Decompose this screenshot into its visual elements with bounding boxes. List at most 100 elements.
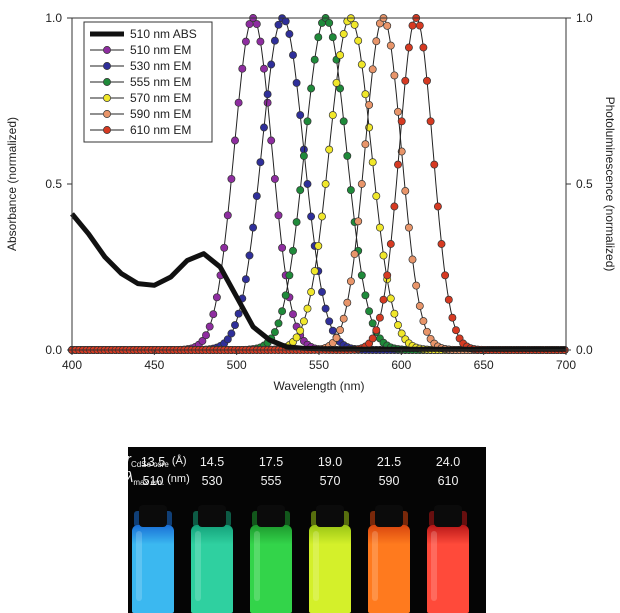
x-tick-label: 500 — [227, 358, 247, 372]
emission-point — [231, 321, 239, 330]
emission-point — [296, 326, 305, 335]
vial-wavelength-label: 570 — [319, 474, 341, 488]
emission-point — [448, 313, 457, 322]
emission-point — [343, 151, 352, 160]
emission-point — [423, 327, 431, 336]
radius-row-label: rCdSe core (Å) — [128, 452, 187, 470]
emission-point — [401, 187, 410, 195]
vial-cap — [434, 505, 462, 527]
emission-point — [274, 20, 283, 29]
emission-point — [292, 333, 301, 342]
vial-wavelength-label: 530 — [201, 474, 223, 488]
legend-swatch — [103, 126, 111, 134]
emission-point — [270, 328, 279, 337]
emission-point — [227, 329, 236, 338]
vial — [366, 505, 412, 613]
emission-point — [267, 136, 276, 145]
emission-point — [252, 192, 261, 201]
emission-point — [278, 307, 287, 316]
emission-point — [220, 243, 229, 252]
emission-point — [325, 18, 334, 27]
vial-glow — [309, 525, 351, 613]
legend-label: 555 nm EM — [130, 75, 191, 89]
emission-point — [260, 64, 268, 73]
emission-point — [270, 174, 279, 183]
emission-point — [270, 36, 279, 45]
emission-point — [292, 78, 301, 87]
emission-point — [372, 326, 381, 335]
vial-glow — [191, 525, 233, 613]
emission-point — [278, 243, 287, 252]
emission-point — [303, 304, 312, 313]
vial-glare — [254, 531, 260, 601]
legend-label: 590 nm EM — [130, 107, 191, 121]
vial-radius-label: 24.0 — [435, 455, 461, 469]
legend-label: 510 nm ABS — [130, 27, 197, 41]
emission-point — [368, 158, 377, 167]
emission-point — [198, 337, 207, 345]
emission-point — [285, 271, 294, 280]
emission-point — [357, 180, 366, 188]
emission-point — [361, 90, 370, 99]
emission-point — [303, 117, 312, 126]
emission-point — [303, 180, 312, 188]
emission-point — [433, 202, 442, 211]
vial-glow — [132, 525, 174, 613]
legend-swatch — [103, 78, 111, 86]
vial-radius-label: 21.5 — [376, 455, 402, 469]
emission-point — [328, 326, 337, 335]
emission-point — [223, 335, 232, 344]
vial — [248, 505, 294, 613]
emission-point — [390, 309, 399, 318]
emission-point — [307, 84, 316, 93]
legend-label: 510 nm EM — [130, 43, 191, 57]
emission-point — [231, 136, 239, 145]
emission-point — [354, 217, 363, 226]
emission-point — [368, 334, 377, 343]
y-axis-title-left: Absorbance (normalized) — [5, 117, 19, 251]
emission-point — [263, 98, 272, 107]
x-tick-label: 400 — [62, 358, 82, 372]
emission-point — [325, 145, 334, 154]
emission-point — [234, 98, 243, 107]
vial-cap — [198, 505, 226, 527]
emission-point — [343, 298, 352, 307]
emission-point — [375, 223, 384, 232]
emission-point — [285, 30, 294, 38]
emission-point — [408, 255, 417, 264]
y-tick-label-right: 1.0 — [576, 11, 593, 25]
emission-point — [390, 202, 399, 211]
x-tick-label: 550 — [309, 358, 329, 372]
emission-point — [386, 240, 395, 248]
emission-point — [299, 151, 308, 160]
emission-point — [289, 51, 297, 60]
x-tick-label: 700 — [556, 358, 576, 372]
emission-point — [328, 33, 337, 42]
legend-swatch — [103, 46, 111, 54]
emission-point — [256, 37, 265, 46]
emission-point — [394, 160, 402, 169]
emission-point — [397, 117, 406, 126]
x-tick-label: 450 — [144, 358, 164, 372]
vial-radius-label: 17.5 — [258, 455, 284, 469]
y-tick-label-left: 0.5 — [45, 177, 62, 191]
vial-wavelength-label: 510 — [142, 474, 164, 488]
vial — [307, 505, 353, 613]
emission-point — [263, 90, 272, 99]
emission-point — [318, 288, 326, 296]
emission-point — [274, 319, 283, 328]
emission-point — [394, 321, 402, 330]
y-tick-label-left: 1.0 — [45, 11, 62, 25]
emission-point — [379, 251, 388, 260]
emission-point — [408, 21, 417, 30]
emission-point — [325, 317, 334, 326]
x-tick-label: 600 — [391, 358, 411, 372]
emission-point — [274, 211, 283, 220]
emission-point — [267, 60, 276, 69]
absorbance-line — [70, 212, 566, 352]
emission-point — [350, 20, 359, 29]
wavelength-row-label: λmax em. (nm) — [128, 470, 190, 488]
emission-point — [245, 251, 254, 260]
emission-point — [241, 37, 250, 46]
